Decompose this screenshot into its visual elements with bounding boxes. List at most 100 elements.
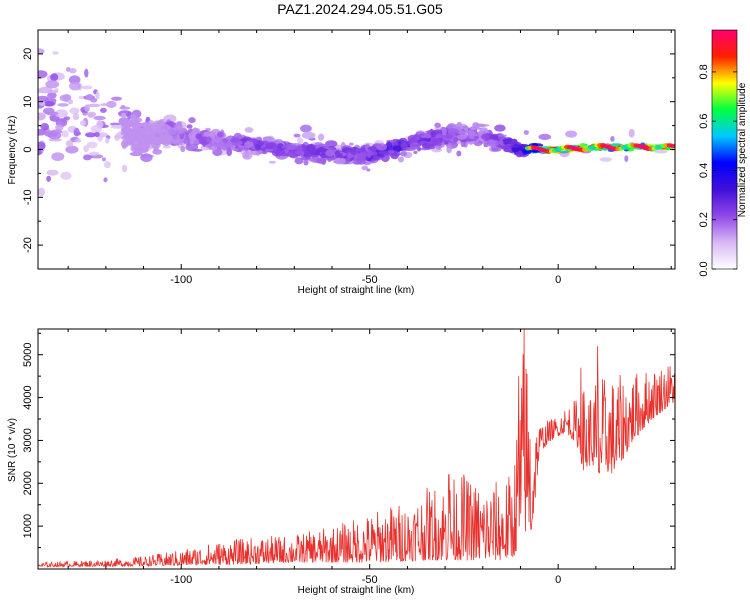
colorbar-tick-label: 0.6 <box>698 114 710 129</box>
snr-series <box>38 329 675 569</box>
spectrogram-blob <box>293 133 301 138</box>
spectrogram-blob <box>121 112 127 119</box>
spectrogram-blob <box>38 70 48 79</box>
spectrogram-blob <box>148 129 158 134</box>
spectrogram-blob <box>105 137 110 144</box>
spectrogram-blob <box>50 129 63 134</box>
spectrogram-blob <box>100 103 111 107</box>
spectrogram-blob <box>500 145 511 150</box>
spectrogram-blob <box>515 150 523 158</box>
spectrogram-blob <box>361 165 369 171</box>
spectrogram-blob <box>96 120 104 129</box>
spectrogram-blob <box>188 117 196 124</box>
spectrogram-blob <box>69 81 81 91</box>
spectrogram-blob <box>300 156 311 161</box>
spectrogram-blob <box>141 122 151 126</box>
spectrogram-blob <box>38 149 42 156</box>
y-tick-label: -10 <box>22 189 34 205</box>
spectrogram-blob <box>52 51 59 55</box>
spectrogram-blob <box>55 124 64 131</box>
spectrogram-blob <box>420 133 430 139</box>
spectrogram-blob <box>503 138 508 145</box>
spectrogram-blob <box>95 91 100 100</box>
spectrogram-blob <box>347 152 352 160</box>
spectrogram-blob <box>356 160 367 165</box>
spectrogram-blob <box>121 139 129 148</box>
snr-ticks: -100 -50 0 1000 2000 3000 4000 5000 <box>22 329 675 586</box>
spectrogram-blob <box>367 146 378 151</box>
spectrogram-blob <box>85 132 97 138</box>
y-tick-label: 4000 <box>22 385 34 409</box>
spectrogram-blob <box>453 137 459 143</box>
spectrogram-blob <box>50 73 59 82</box>
spectrogram-blob <box>144 126 154 130</box>
spectrogram-blob <box>370 151 378 156</box>
spectrogram-blob <box>161 123 169 130</box>
spectrogram-blob <box>81 85 93 90</box>
spectrogram-blob <box>300 124 312 133</box>
spectrogram-blob <box>73 127 80 137</box>
spectrogram-blob <box>409 142 421 150</box>
y-tick-label: 3000 <box>22 428 34 452</box>
spectrogram-blob <box>565 130 577 138</box>
spectrogram-blob <box>65 145 79 154</box>
spectrogram-blob <box>155 133 160 137</box>
spectrogram-blob <box>40 123 49 131</box>
y-tick-label: 2000 <box>22 471 34 495</box>
spectrogram-blob <box>511 146 520 153</box>
spectrogram-blob <box>538 133 552 140</box>
spectrogram-blob <box>38 88 44 94</box>
spectrogram-blob <box>43 100 55 107</box>
spectrogram-blob <box>476 123 486 128</box>
spectrogram-blob <box>38 112 46 121</box>
spectrogram-blob <box>276 147 284 152</box>
spectrogram-blob <box>158 135 166 141</box>
spectrogram-blob <box>213 137 221 143</box>
spectrogram-blob <box>127 111 132 120</box>
spectrogram-blob <box>72 112 80 121</box>
spectrogram-blob <box>491 147 502 152</box>
spectrogram-blob <box>392 143 399 146</box>
y-tick-label: -20 <box>22 237 34 253</box>
spectrogram-blob <box>45 80 60 89</box>
spectrogram-blob <box>111 96 122 101</box>
spectrogram-blob <box>110 124 124 129</box>
spectrogram-blob <box>358 152 367 161</box>
spectrogram-blob <box>378 150 390 155</box>
spectrogram-blob <box>494 124 506 132</box>
spectrogram-blob <box>106 100 117 108</box>
spectrogram-blob <box>133 125 142 133</box>
colorbar-label: Normalized spectral amplitude <box>737 82 748 217</box>
spectrogram-blob <box>127 132 136 137</box>
spectrogram-blob <box>67 99 74 105</box>
spectrogram-blob <box>65 140 74 148</box>
spectrogram-blob <box>68 75 81 85</box>
spectrogram-blob <box>390 152 399 160</box>
spectrogram-blob <box>38 101 46 106</box>
colorbar-tick-label: 0.0 <box>698 261 710 276</box>
spectrogram-blob <box>265 142 277 150</box>
spectrogram-blob <box>54 109 68 118</box>
spectrogram-blob <box>446 145 452 154</box>
spectrogram-blob <box>447 128 459 136</box>
spectrogram-y-axis-label: Frequency (Hz) <box>7 116 18 185</box>
spectrogram-blob <box>434 122 441 128</box>
spectrogram-blob <box>84 104 90 112</box>
spectrogram-blob <box>162 145 171 149</box>
spectrogram-blob <box>366 149 372 158</box>
x-tick-label: -50 <box>362 274 378 286</box>
spectrogram-blob <box>121 119 133 127</box>
spectrogram-blob <box>174 123 183 130</box>
spectrogram-blob <box>195 133 203 140</box>
spectrogram-blob <box>441 127 447 136</box>
spectrogram-blob <box>286 144 298 151</box>
spectrogram-blob <box>104 161 111 169</box>
spectrogram-blob <box>140 140 150 146</box>
spectrogram-blob <box>267 137 276 142</box>
spectrogram-blob <box>89 151 100 156</box>
spectrogram-blob <box>63 116 71 120</box>
spectrogram-blob <box>429 138 441 146</box>
spectrogram-blob <box>93 115 106 121</box>
y-tick-label: 0 <box>22 146 34 152</box>
